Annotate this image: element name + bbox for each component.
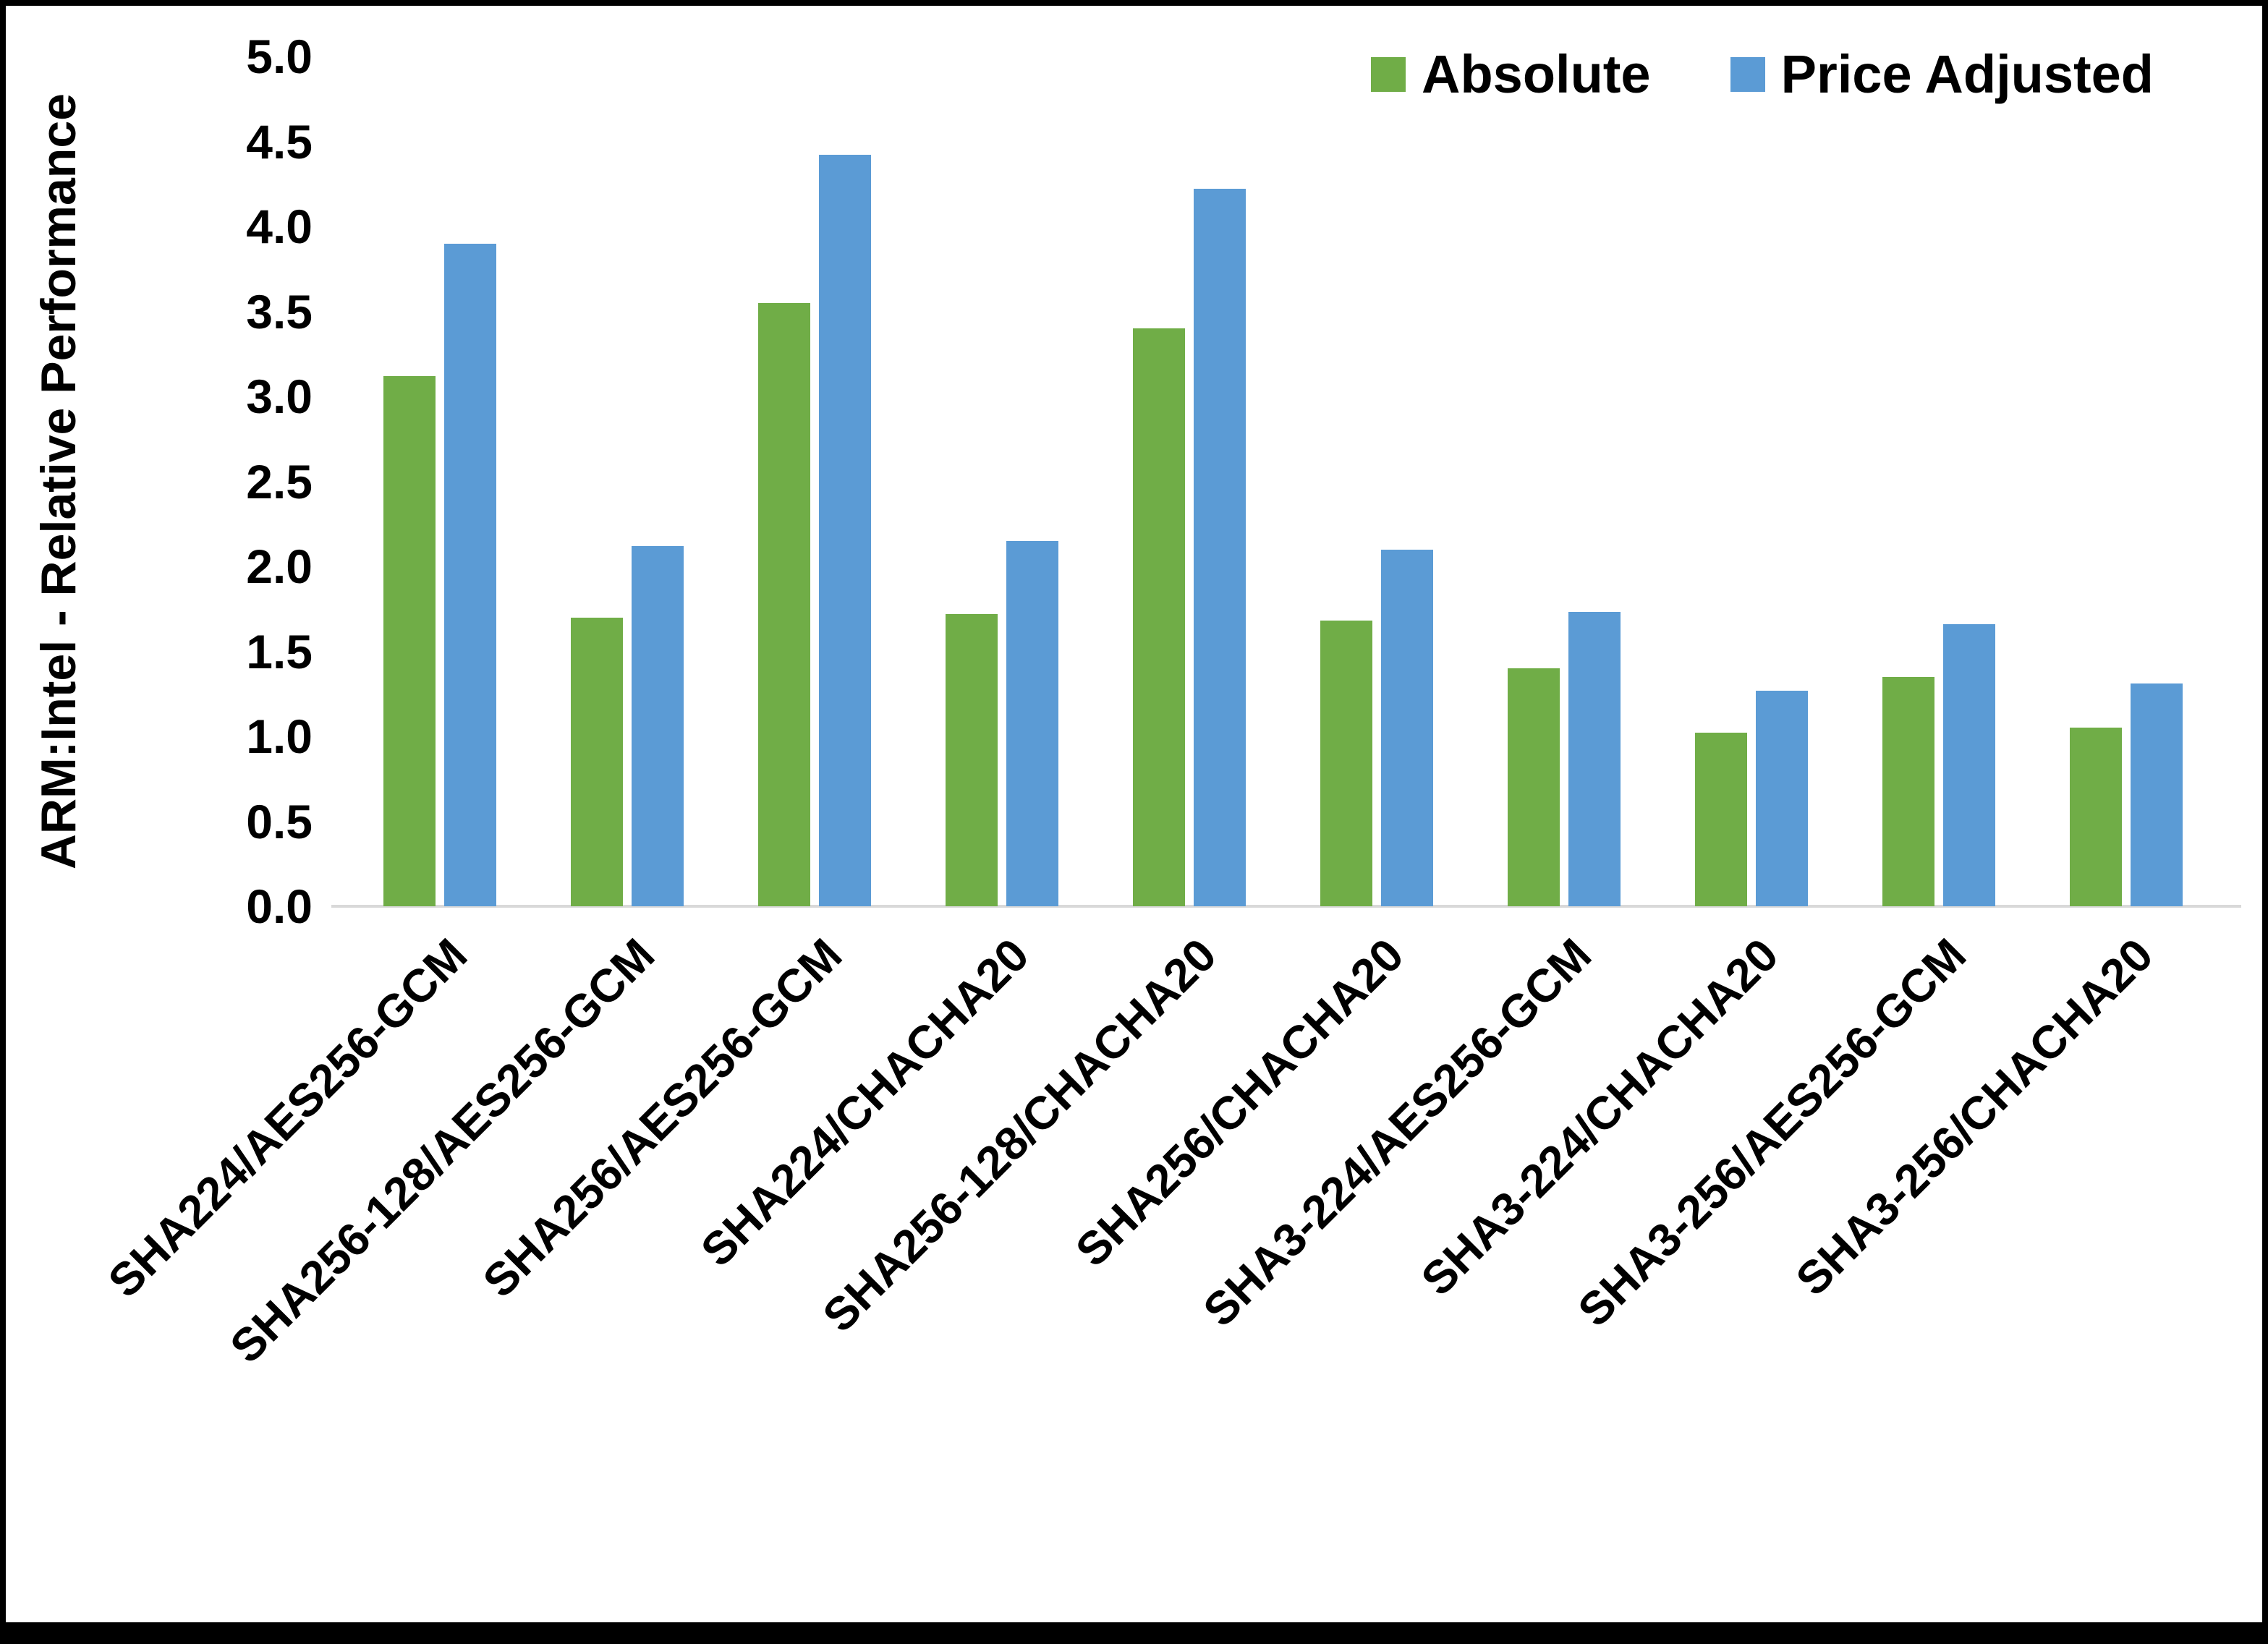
legend-swatch-price-adjusted bbox=[1730, 56, 1765, 92]
legend-item-price-adjusted: Price Adjusted bbox=[1730, 43, 2154, 105]
y-tick-label: 1.0 bbox=[246, 710, 313, 763]
y-axis-title-text: ARM:Intel - Relative Performance bbox=[31, 93, 86, 870]
bar bbox=[757, 302, 810, 906]
y-tick-label: 4.0 bbox=[246, 200, 313, 253]
x-axis-label: SHA3-224/CHACHA20 bbox=[1411, 928, 1789, 1306]
bar-group bbox=[383, 243, 496, 906]
bar-group bbox=[757, 155, 871, 906]
bar bbox=[818, 155, 871, 906]
x-axis-label: SHA3-224/AES256-GCM bbox=[1193, 928, 1602, 1337]
y-tick-label: 0.5 bbox=[246, 794, 313, 848]
y-tick-label: 4.5 bbox=[246, 114, 313, 169]
y-tick-label: 0.0 bbox=[246, 880, 313, 933]
plot-area bbox=[331, 56, 2241, 908]
bar bbox=[945, 613, 998, 906]
bar-group bbox=[2069, 683, 2183, 906]
legend-label-absolute: Absolute bbox=[1422, 44, 1651, 104]
bar bbox=[1942, 623, 1995, 906]
bar bbox=[383, 375, 436, 906]
x-axis-label: SHA256-128/CHACHA20 bbox=[812, 928, 1227, 1342]
y-axis-title: ARM:Intel - Relative Performance bbox=[19, 56, 98, 906]
y-tick-label: 3.5 bbox=[246, 284, 313, 338]
x-axis-label: SHA224/CHACHA20 bbox=[691, 928, 1040, 1277]
x-axis-label: SHA256/AES256-GCM bbox=[472, 928, 852, 1308]
y-tick-label: 3.0 bbox=[246, 370, 313, 423]
bar bbox=[1507, 668, 1560, 906]
y-tick-label: 5.0 bbox=[246, 30, 313, 83]
bar bbox=[1380, 549, 1433, 906]
bar-group bbox=[1132, 189, 1246, 906]
bar bbox=[1193, 189, 1246, 906]
bar bbox=[443, 243, 496, 906]
x-axis-label: SHA3-256/AES256-GCM bbox=[1568, 928, 1976, 1337]
bar-group bbox=[945, 540, 1058, 906]
x-axis-label: SHA3-256/CHACHA20 bbox=[1785, 928, 2164, 1306]
bar bbox=[1006, 540, 1058, 906]
bar bbox=[2130, 683, 2183, 906]
bar bbox=[1755, 690, 1808, 906]
legend-label-price-adjusted: Price Adjusted bbox=[1780, 44, 2154, 104]
legend-swatch-absolute bbox=[1371, 56, 1406, 92]
bar-group bbox=[1507, 612, 1621, 906]
bar bbox=[570, 617, 623, 906]
bar bbox=[631, 545, 684, 906]
bar bbox=[2069, 728, 2122, 906]
bar-group bbox=[570, 545, 684, 906]
bar-group bbox=[1882, 623, 1995, 906]
legend-item-absolute: Absolute bbox=[1371, 43, 1651, 105]
bar-group bbox=[1694, 690, 1808, 906]
bar bbox=[1694, 733, 1747, 906]
bar bbox=[1132, 328, 1185, 906]
legend: Absolute Price Adjusted bbox=[1371, 43, 2154, 105]
y-tick-label: 2.5 bbox=[246, 454, 313, 508]
bar bbox=[1882, 676, 1934, 906]
x-axis-label: SHA224/AES256-GCM bbox=[98, 928, 477, 1308]
x-axis-line bbox=[331, 905, 2241, 908]
bar bbox=[1568, 612, 1621, 906]
y-tick-label: 1.5 bbox=[246, 624, 313, 678]
bar-group bbox=[1320, 549, 1433, 906]
x-axis-label: SHA256/CHACHA20 bbox=[1066, 928, 1414, 1277]
bar bbox=[1320, 621, 1372, 906]
y-tick-label: 2.0 bbox=[246, 540, 313, 593]
